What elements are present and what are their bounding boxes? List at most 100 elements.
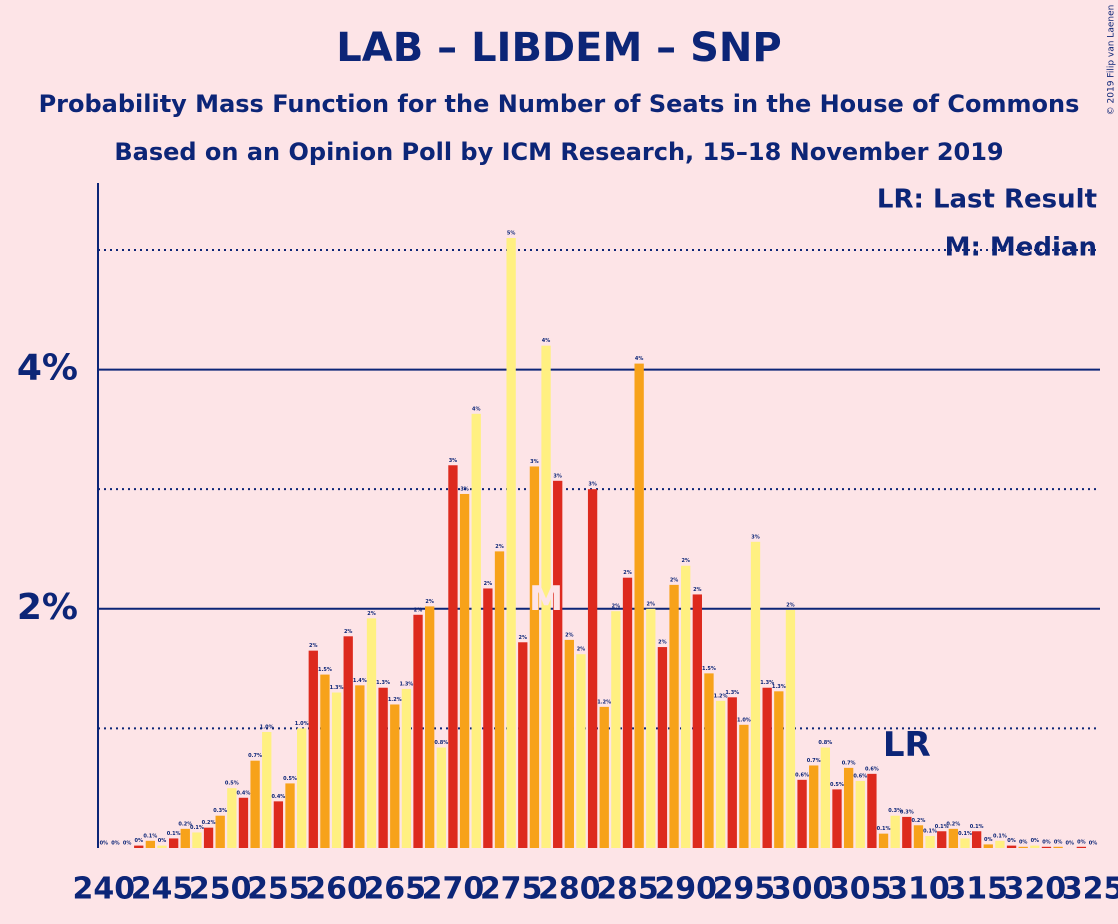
x-tick-label: 270 [422,872,485,907]
x-tick-label: 255 [247,872,310,907]
bar [1053,846,1063,848]
value-label: 0.6% [853,774,867,780]
bar [483,588,493,848]
value-label: 4% [472,406,481,412]
value-label: 1.2% [714,693,728,699]
bar [809,765,819,848]
value-label: 0.1% [958,831,972,837]
bar [378,687,388,848]
bar [995,840,1005,848]
value-label: 2% [484,581,493,587]
value-label: 1.5% [702,666,716,672]
bar [797,779,807,848]
value-label: 0.1% [190,825,204,831]
value-label: 0.4% [271,794,285,800]
value-label: 1.4% [353,678,367,684]
bar [134,845,144,848]
bar [215,815,225,848]
value-label: 0% [1019,839,1028,845]
value-label: 1.3% [760,680,774,686]
value-label: 2% [565,632,574,638]
value-label: 1.3% [399,681,413,687]
bar [308,650,318,848]
bar [820,747,831,848]
bar [587,489,598,848]
bar [576,654,586,848]
value-label: 0% [1031,838,1040,844]
value-label: 0% [1089,841,1098,847]
bar [937,831,947,848]
bar [471,413,481,848]
bar [459,493,470,848]
bar [390,704,400,848]
bar [192,832,202,848]
value-label: 0.5% [283,776,297,782]
bar [1018,846,1028,848]
bar [448,465,458,848]
value-label: 1.3% [772,684,786,690]
bar [529,466,540,848]
bar [331,692,342,848]
value-label: 0.3% [900,809,914,815]
value-label: 0.1% [877,826,891,832]
value-label: 0.7% [248,753,262,759]
x-tick-label: 265 [363,872,426,907]
value-label: 2% [425,599,434,605]
bar [692,594,702,848]
value-label: 2% [495,544,504,550]
bar [157,845,167,848]
value-label: 0.2% [178,821,192,827]
value-label: 0% [100,841,109,847]
bar [762,687,772,848]
value-label: 0.1% [143,833,157,839]
bar [925,836,935,848]
bar [518,642,528,848]
value-label: 0% [1077,839,1086,845]
bar [366,618,377,848]
bar [227,788,237,848]
bar [902,816,912,848]
bar [494,551,505,848]
value-label: 1.3% [725,690,739,696]
bar [1030,845,1040,848]
chart-subtitle: Based on an Opinion Poll by ICM Research… [114,138,1003,166]
value-label: 1.5% [318,667,332,673]
chart-subtitle: Probability Mass Function for the Number… [39,90,1080,118]
value-label: 0% [123,841,132,847]
bar [715,700,726,848]
value-label: 2% [786,602,795,608]
bar [425,606,435,848]
x-tick-label: 260 [305,872,368,907]
y-tick-label: 2% [17,587,78,628]
copyright: © 2019 Filip van Laenen [1107,5,1117,116]
x-tick-label: 285 [596,872,659,907]
bar [145,840,156,848]
bar [1076,846,1087,848]
bar [669,584,679,848]
bar [1041,846,1052,848]
bar [355,685,365,848]
value-label: 0.2% [202,820,216,826]
bar [681,565,691,848]
value-label: 3% [460,486,469,492]
value-label: 2% [344,629,353,635]
bar [890,815,900,848]
bar [971,831,982,848]
value-label: 0% [134,838,143,844]
value-label: 0.1% [923,829,937,835]
value-label: 2% [647,601,656,607]
value-label: 0.3% [888,808,902,814]
value-label: 0.1% [167,831,181,837]
value-label: 1.0% [295,721,309,727]
x-tick-label: 250 [189,872,252,907]
x-tick-label: 320 [1004,872,1067,907]
bar [413,614,423,848]
bar [646,608,656,848]
value-label: 2% [367,611,376,617]
value-label: 0% [1065,841,1074,847]
y-tick-label: 4% [17,348,78,389]
bar [855,781,865,848]
bar [657,647,668,848]
bar [948,828,959,848]
